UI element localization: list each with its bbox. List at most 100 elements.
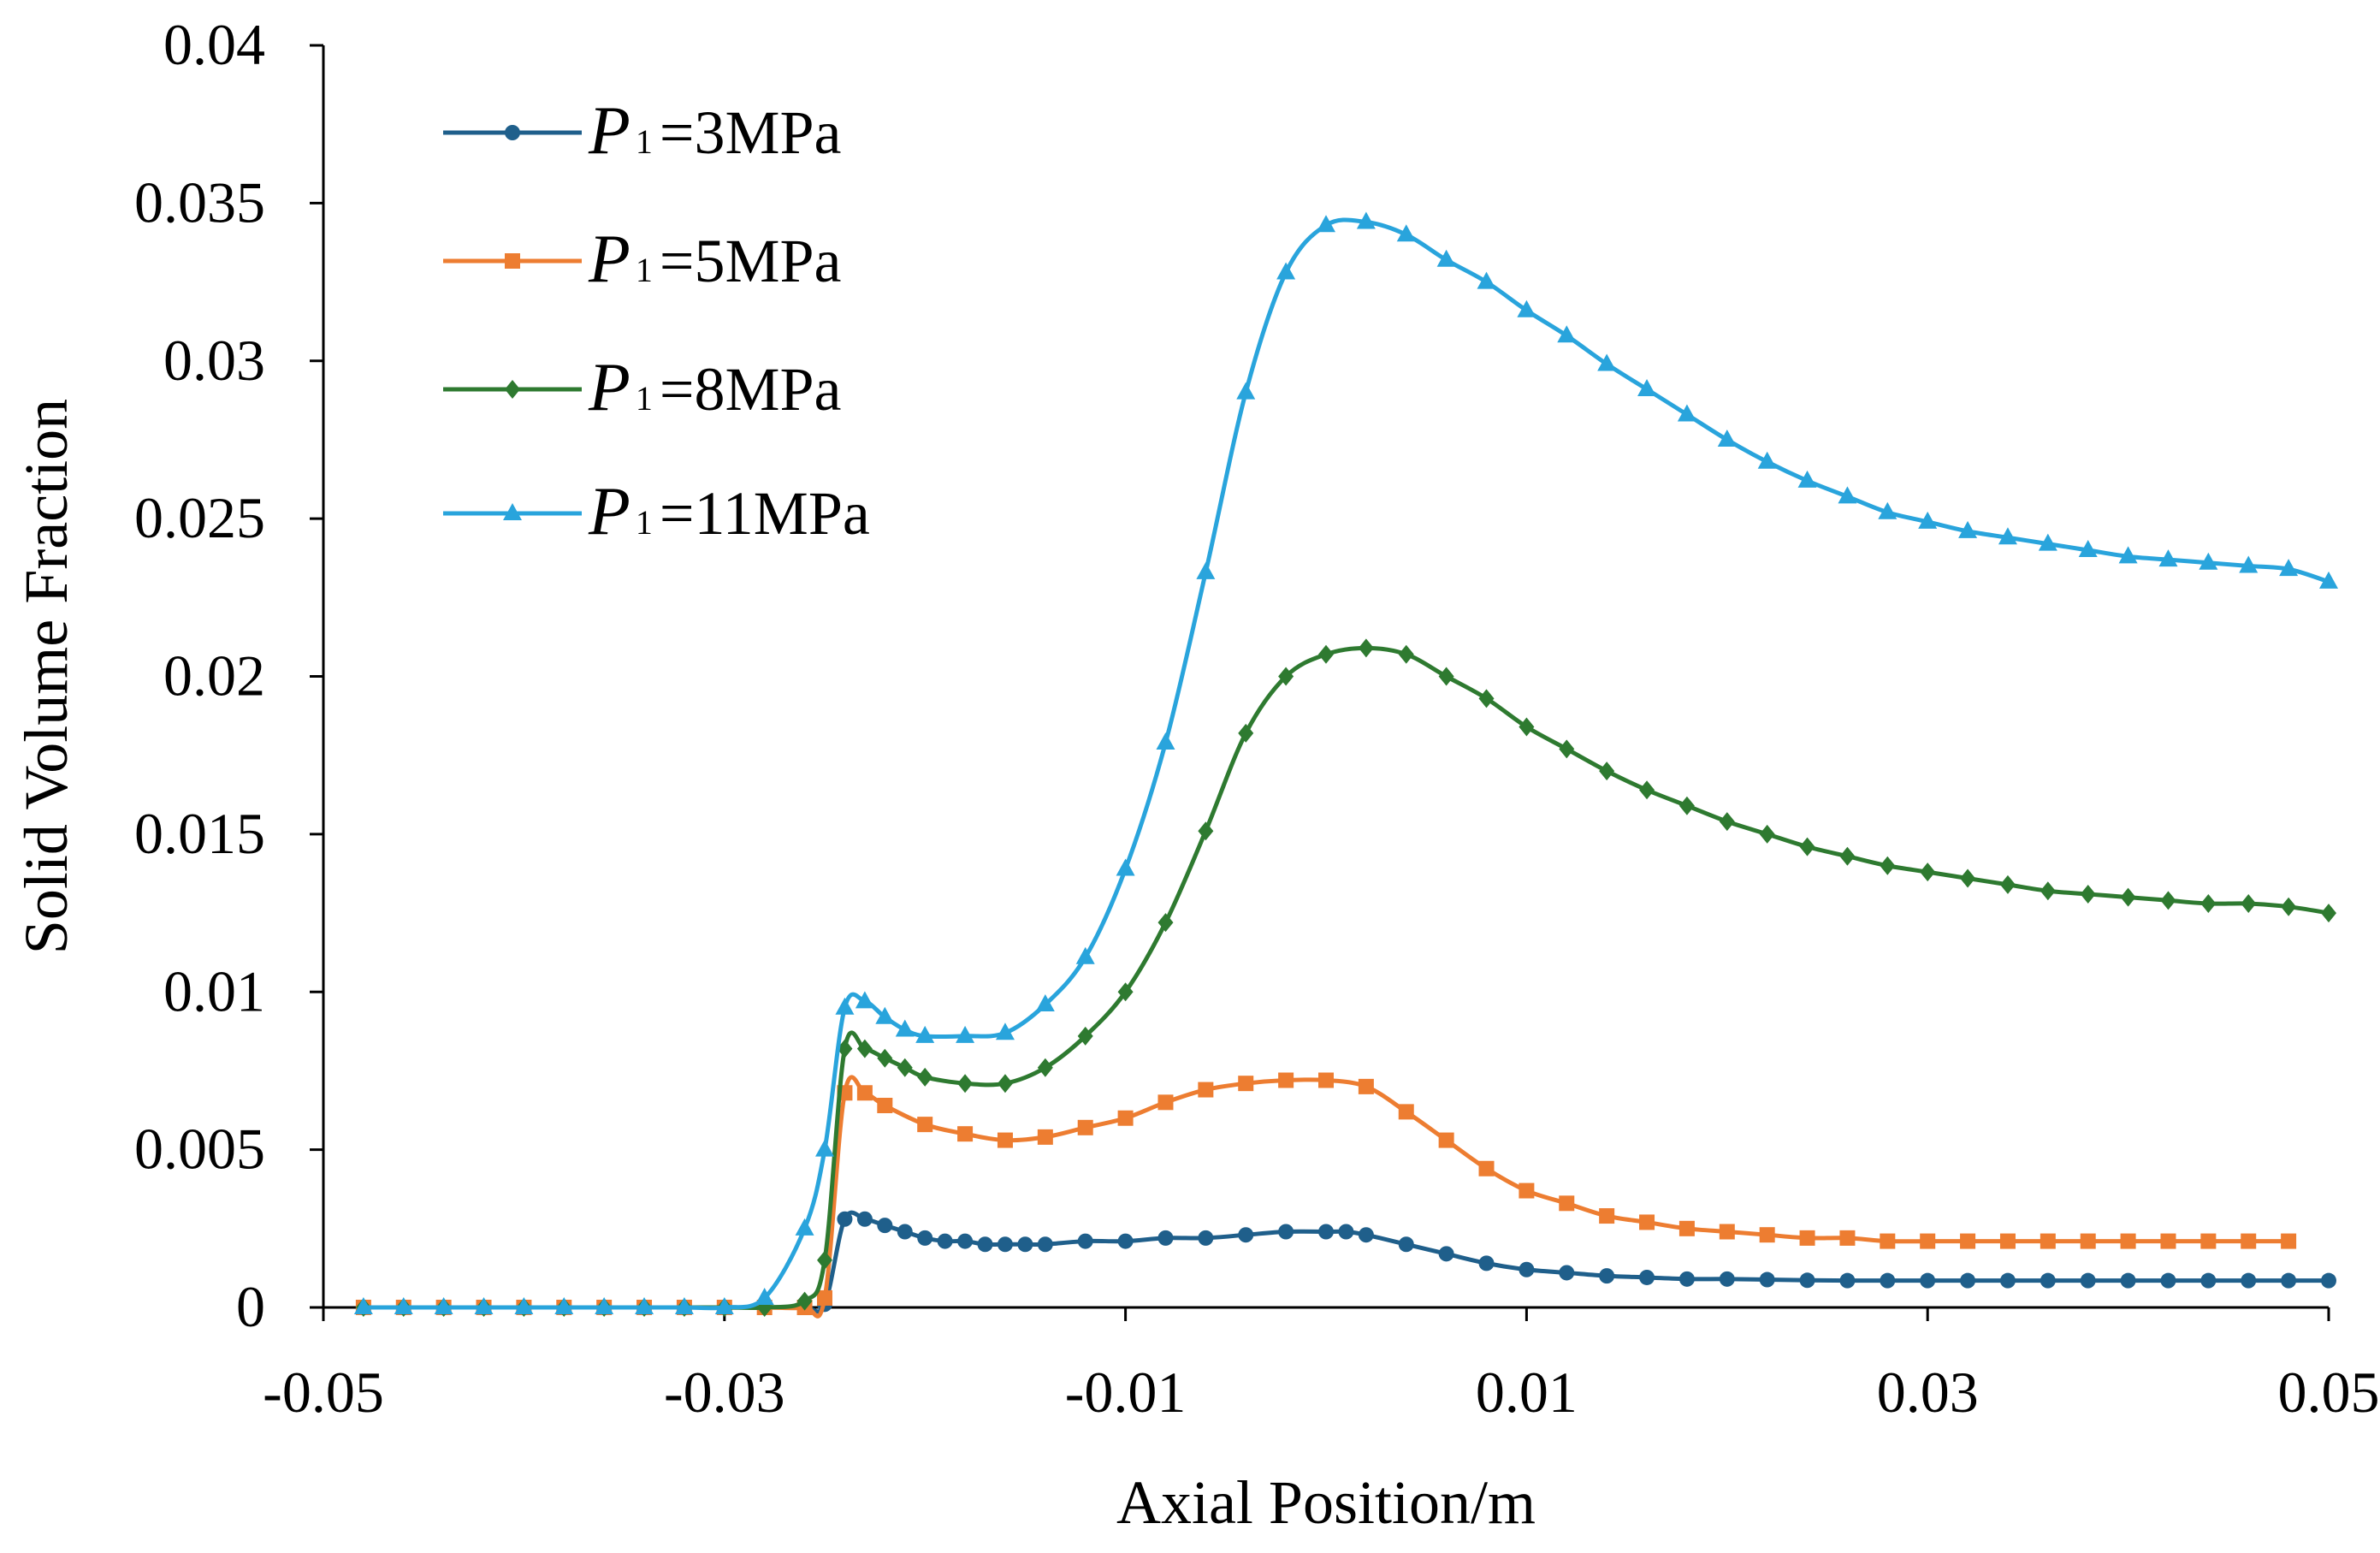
data-point	[1278, 1072, 1294, 1088]
data-point	[1599, 1268, 1615, 1284]
data-point	[1318, 644, 1334, 664]
data-point	[1920, 1233, 1936, 1249]
data-point	[877, 1098, 893, 1113]
data-point	[2080, 1272, 2096, 1289]
data-point	[1358, 1078, 1374, 1094]
x-tick-label: -0.05	[263, 1360, 384, 1425]
y-tick-label: 0.04	[163, 12, 265, 77]
y-tick-label: 0	[236, 1274, 265, 1339]
data-point	[1318, 1224, 1334, 1240]
data-point	[2241, 1233, 2257, 1249]
data-point	[2279, 559, 2299, 577]
data-point	[1559, 1265, 1575, 1281]
data-point	[1639, 1214, 1655, 1230]
legend-symbol: P	[588, 93, 631, 169]
data-point	[1920, 862, 1936, 882]
data-point	[1398, 1236, 1414, 1253]
data-point	[1478, 1255, 1495, 1271]
data-point	[2120, 1233, 2136, 1249]
data-point	[977, 1236, 993, 1253]
data-point	[595, 1297, 614, 1314]
data-point	[2120, 1272, 2136, 1289]
data-point	[796, 1291, 813, 1311]
data-point	[1958, 520, 1978, 538]
data-point	[2321, 904, 2336, 923]
data-point	[1597, 353, 1617, 371]
data-point	[1559, 1195, 1575, 1212]
data-point	[1799, 1272, 1815, 1289]
data-point	[1960, 868, 1976, 888]
data-point	[1880, 856, 1896, 875]
data-point	[1318, 1072, 1334, 1088]
data-point	[1017, 1236, 1033, 1253]
legend-symbol: P	[588, 350, 631, 425]
data-point	[1198, 821, 1214, 841]
data-point	[1238, 1076, 1254, 1092]
data-point	[1478, 1160, 1495, 1177]
data-point	[1156, 732, 1175, 750]
data-point	[2160, 1233, 2176, 1249]
data-point	[1839, 1272, 1856, 1289]
data-point	[877, 1218, 893, 1234]
data-point	[1797, 470, 1817, 488]
data-point	[856, 1085, 873, 1101]
data-point	[1759, 1227, 1775, 1243]
data-point	[1037, 1058, 1053, 1077]
data-point	[997, 1132, 1013, 1148]
y-tick-label: 0.025	[134, 485, 265, 550]
data-point	[2040, 1272, 2056, 1289]
legend-swatch-marker	[505, 253, 520, 269]
data-point	[1599, 762, 1615, 781]
legend-symbol: P	[588, 474, 631, 549]
series-1	[355, 1210, 2336, 1315]
data-point	[2078, 540, 2098, 557]
y-tick-label: 0.02	[163, 643, 265, 708]
data-point	[1999, 1233, 2016, 1249]
data-point	[1398, 644, 1414, 664]
data-point	[1519, 1261, 1535, 1277]
data-point	[554, 1297, 574, 1314]
data-point	[1278, 667, 1294, 686]
data-point	[1717, 429, 1737, 447]
data-point	[1398, 1104, 1414, 1120]
axes: 0 0.005 0.01 0.015 0.02 0.025 0.03 0.035 0.04 -0…	[134, 12, 2380, 1425]
data-point	[1438, 1246, 1454, 1262]
data-point	[2080, 1233, 2096, 1249]
data-point	[1477, 271, 1496, 289]
legend-item: P 1 =8MPa	[443, 350, 842, 425]
legend-item: P 1 =11MPa	[443, 474, 870, 549]
y-axis-title: Solid Volume Fraction	[12, 399, 80, 954]
data-point	[997, 1236, 1013, 1253]
data-point	[353, 1297, 373, 1314]
data-point	[2040, 881, 2056, 901]
y-ticks: 0 0.005 0.01 0.015 0.02 0.025 0.03 0.035 0.04	[134, 12, 323, 1339]
data-point	[1035, 994, 1055, 1011]
data-point	[2281, 1272, 2297, 1289]
data-point	[1278, 1224, 1294, 1240]
data-point	[1317, 215, 1335, 233]
y-tick-label: 0.01	[163, 958, 265, 1023]
data-point	[1999, 1272, 2016, 1289]
series-line	[363, 217, 2330, 1311]
data-point	[1759, 824, 1775, 844]
legend-symbol: P	[588, 222, 631, 297]
data-point	[897, 1058, 913, 1077]
data-point	[915, 1025, 935, 1043]
legend-label: P 1 =8MPa	[588, 350, 842, 425]
data-point	[957, 1074, 974, 1094]
series-3	[355, 638, 2336, 1317]
data-point	[1438, 667, 1454, 686]
data-point	[514, 1297, 534, 1314]
data-point	[635, 1297, 654, 1314]
data-point	[2200, 1233, 2217, 1249]
data-point	[1519, 717, 1535, 737]
data-point	[1637, 378, 1657, 396]
y-tick-label: 0.015	[134, 801, 265, 866]
data-point	[1719, 1224, 1735, 1240]
data-point	[1276, 262, 1296, 280]
data-point	[1238, 1227, 1254, 1243]
legend-value: =8MPa	[660, 355, 842, 424]
data-point	[817, 1289, 832, 1306]
data-point	[957, 1126, 974, 1142]
